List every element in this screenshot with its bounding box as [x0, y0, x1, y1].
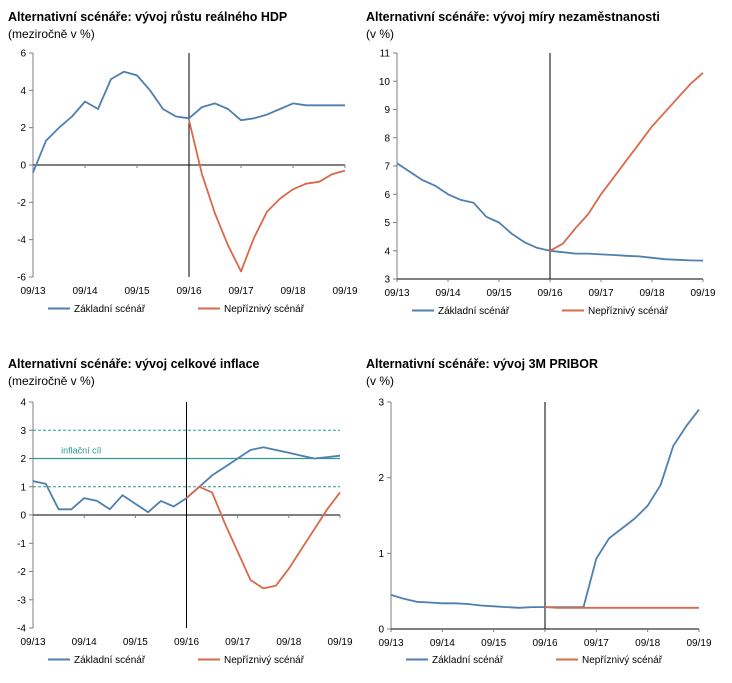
y-tick-label: 0 — [20, 161, 26, 172]
x-tick-label: 09/18 — [280, 286, 305, 297]
chart-panel-pribor: Alternativní scénáře: vývoj 3M PRIBOR (v… — [366, 345, 732, 683]
series-line-baseline — [390, 409, 700, 609]
x-tick-label: 09/19 — [327, 637, 352, 648]
x-tick-label: 09/17 — [225, 637, 250, 648]
y-tick-label: 5 — [384, 218, 390, 229]
x-tick-label: 09/18 — [276, 637, 301, 648]
chart-subtitle: (v %) — [366, 374, 394, 388]
legend-label: Nepříznivý scénář — [224, 304, 305, 315]
x-tick-label: 09/17 — [228, 286, 253, 297]
y-tick-label: 8 — [384, 133, 390, 144]
y-tick-label: 11 — [380, 49, 391, 60]
legend-label: Základní scénář — [438, 306, 510, 317]
y-tick-label: 10 — [379, 77, 391, 88]
inflation-target-label: inflační cíl — [61, 446, 101, 456]
x-tick-label: 09/16 — [174, 637, 199, 648]
y-tick-label: 7 — [384, 162, 390, 173]
chart-panel-unemployment: Alternativní scénáře: vývoj míry nezaměs… — [366, 0, 732, 330]
y-tick-label: -2 — [17, 198, 26, 209]
y-tick-label: 2 — [20, 123, 26, 134]
chart-svg: 6 4 2 0 -2 -4 -6 09/13 09/14 09/15 09/16 09/17 09/18… — [17, 49, 358, 316]
chart-svg: 4 3 2 1 0 -1 -2 -3 -4 inflační cíl 09/13 09/14 09/15… — [17, 398, 353, 667]
y-tick-label: 3 — [20, 426, 26, 437]
x-tick-label: 09/13 — [384, 288, 409, 299]
y-tick-label: 4 — [20, 398, 26, 409]
series-line-baseline — [32, 70, 345, 173]
series-line-adverse — [185, 485, 341, 590]
x-tick-label: 09/17 — [588, 288, 613, 299]
x-tick-label: 09/14 — [430, 638, 455, 649]
y-tick-label: -4 — [17, 235, 26, 246]
y-tick-label: 9 — [384, 105, 390, 116]
x-tick-label: 09/19 — [690, 288, 715, 299]
x-tick-label: 09/13 — [378, 638, 403, 649]
x-tick-label: 09/14 — [72, 286, 97, 297]
legend-label: Základní scénář — [74, 655, 146, 666]
x-tick-label: 09/16 — [537, 288, 562, 299]
chart-svg: 3 2 1 0 09/13 09/14 09/15 09/16 09/17 09/18 09/19 Z… — [378, 398, 712, 667]
y-tick-label: 3 — [384, 275, 390, 286]
chart-title: Alternativní scénáře: vývoj 3M PRIBOR — [366, 357, 599, 371]
y-tick-label: 6 — [20, 49, 26, 60]
chart-subtitle: (meziročně v %) — [8, 374, 95, 388]
legend-label: Nepříznivý scénář — [582, 655, 663, 666]
y-tick-label: 2 — [20, 454, 26, 465]
x-tick-label: 09/19 — [686, 638, 711, 649]
series-line-adverse — [544, 606, 699, 609]
x-tick-label: 09/16 — [176, 286, 201, 297]
x-tick-label: 09/15 — [124, 286, 149, 297]
chart-panel-inflation: Alternativní scénáře: vývoj celkové infl… — [0, 345, 366, 683]
y-tick-label: 0 — [20, 511, 26, 522]
x-tick-label: 09/14 — [72, 637, 97, 648]
y-tick-label: -6 — [17, 273, 26, 284]
y-tick-label: 0 — [378, 625, 384, 636]
chart-subtitle: (v %) — [366, 27, 394, 41]
y-tick-label: 1 — [378, 549, 384, 560]
chart-title: Alternativní scénáře: vývoj růstu reálné… — [8, 10, 288, 24]
x-tick-label: 09/15 — [123, 637, 148, 648]
y-tick-label: 3 — [378, 398, 384, 409]
y-tick-label: 4 — [20, 86, 26, 97]
x-tick-label: 09/18 — [635, 638, 660, 649]
x-tick-label: 09/13 — [20, 637, 45, 648]
y-tick-label: 2 — [378, 473, 384, 484]
y-tick-label: -1 — [17, 539, 26, 550]
y-tick-label: 1 — [20, 482, 26, 493]
y-tick-label: 6 — [384, 190, 390, 201]
chart-svg: 11 10 9 8 7 6 5 4 3 09/13 09/14 09/15 09/16 09/17 09/1… — [379, 49, 716, 318]
y-tick-label: -4 — [17, 624, 26, 635]
chart-title: Alternativní scénáře: vývoj míry nezaměs… — [366, 10, 660, 24]
chart-panel-gdp: Alternativní scénáře: vývoj růstu reálné… — [0, 0, 366, 330]
x-tick-label: 09/15 — [481, 638, 506, 649]
x-tick-label: 09/17 — [584, 638, 609, 649]
x-tick-label: 09/19 — [332, 286, 357, 297]
y-tick-label: 4 — [384, 246, 390, 257]
chart-title: Alternativní scénáře: vývoj celkové infl… — [8, 357, 260, 371]
legend-label: Nepříznivý scénář — [588, 306, 669, 317]
x-tick-label: 09/15 — [486, 288, 511, 299]
series-line-adverse — [188, 119, 346, 273]
y-tick-label: -3 — [17, 595, 26, 606]
x-tick-label: 09/13 — [20, 286, 45, 297]
chart-subtitle: (meziročně v %) — [8, 27, 95, 41]
series-line-adverse — [549, 72, 704, 252]
x-tick-label: 09/18 — [639, 288, 664, 299]
x-tick-label: 09/16 — [532, 638, 557, 649]
legend-label: Základní scénář — [74, 304, 146, 315]
legend-label: Nepříznivý scénář — [224, 655, 305, 666]
y-tick-label: -2 — [17, 567, 26, 578]
x-tick-label: 09/14 — [435, 288, 460, 299]
legend-label: Základní scénář — [432, 655, 504, 666]
